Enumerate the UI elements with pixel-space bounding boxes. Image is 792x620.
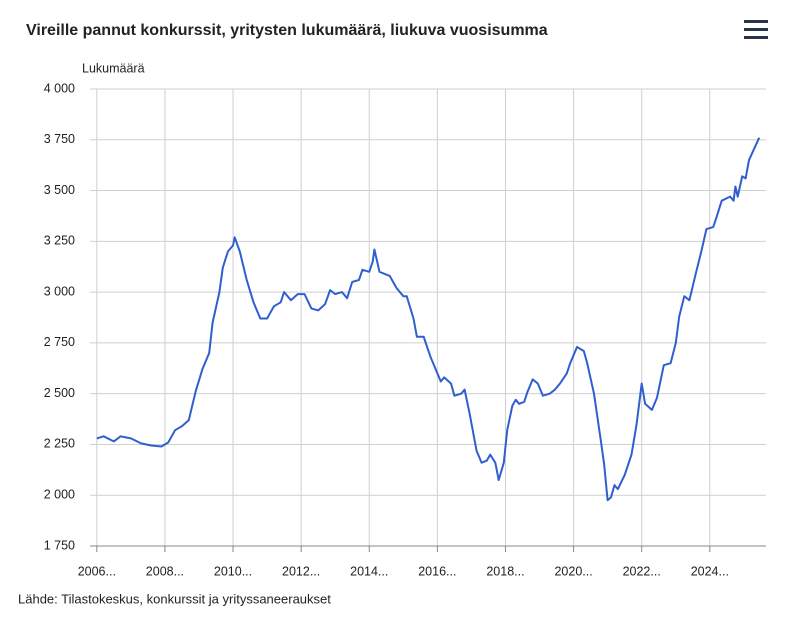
source: Lähde: Tilastokeskus, konkurssit ja yrit… (18, 591, 331, 606)
x-tick-label: 2018... (486, 564, 524, 578)
x-tick-label: 2022... (623, 564, 661, 578)
menu-bar (744, 36, 768, 39)
x-tick-label: 2012... (282, 564, 320, 578)
y-tick-label: 4 000 (44, 81, 75, 95)
data-line (96, 137, 761, 502)
y-tick-label: 3 750 (44, 132, 75, 146)
x-tick-label: 2010... (214, 564, 252, 578)
y-tick-label: 2 000 (44, 488, 75, 502)
x-tick-label: 2008... (146, 564, 184, 578)
y-tick-label: 2 750 (44, 335, 75, 349)
x-tick-label: 2024... (691, 564, 729, 578)
y-tick-label: 3 250 (44, 234, 75, 248)
x-tick-label: 2020... (554, 564, 592, 578)
y-tick-label: 2 250 (44, 437, 75, 451)
y-axis-label: Lukumäärä (82, 61, 145, 75)
menu-button[interactable] (744, 20, 768, 39)
y-tick-label: 3 000 (44, 284, 75, 298)
x-tick-label: 2014... (350, 564, 388, 578)
y-tick-label: 2 500 (44, 386, 75, 400)
x-tick-label: 2016... (418, 564, 456, 578)
y-tick-label: 1 750 (44, 538, 75, 552)
y-tick-label: 3 500 (44, 183, 75, 197)
x-tick-label: 2006... (78, 564, 116, 578)
menu-bar (744, 20, 768, 23)
menu-bar (744, 28, 768, 31)
chart-title: Vireille pannut konkurssit, yritysten lu… (26, 22, 548, 39)
